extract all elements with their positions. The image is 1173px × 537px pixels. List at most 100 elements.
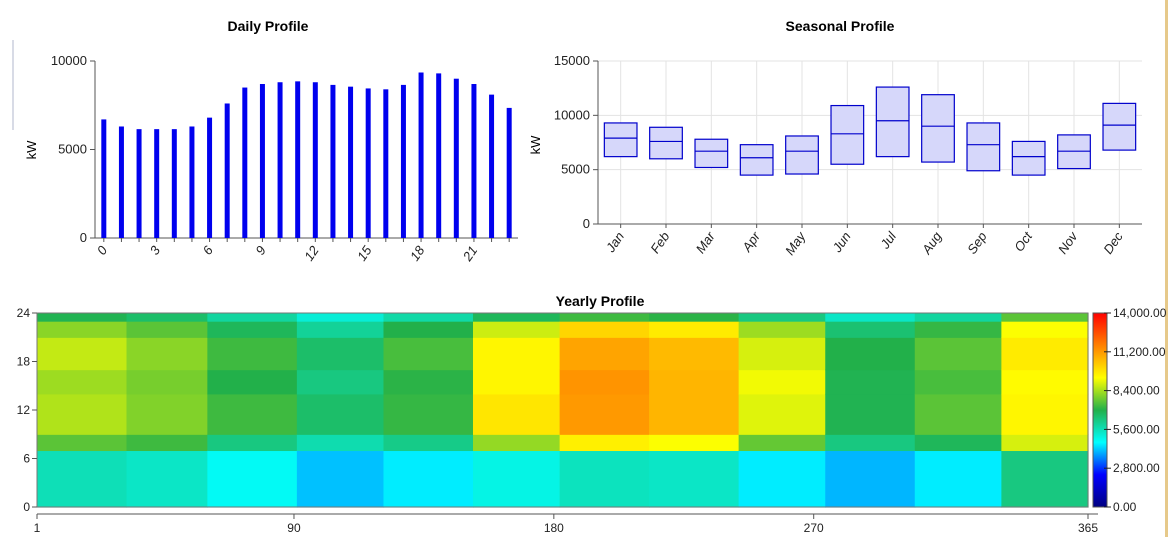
heatmap-cell — [126, 393, 208, 435]
daily-bar-hour-18 — [418, 72, 424, 238]
heatmap-cell — [207, 337, 298, 371]
heatmap-cell — [383, 313, 474, 322]
heatmap-cell — [472, 313, 561, 322]
daily-bar-hour-2 — [136, 129, 142, 238]
daily-x-tick-label: 15 — [354, 242, 375, 263]
heatmap-cell — [1001, 337, 1089, 371]
seasonal-box-jun — [830, 104, 865, 165]
seasonal-x-tick-label: Jul — [877, 228, 900, 252]
seasonal-title: Seasonal Profile — [786, 18, 895, 34]
heatmap-cell — [738, 393, 826, 435]
heatmap-cell — [914, 393, 1002, 435]
heatmap-cell — [472, 393, 561, 435]
heatmap-y-tick-label: 18 — [17, 355, 31, 369]
heatmap-cell — [37, 393, 128, 435]
seasonal-x-tick-label: May — [782, 228, 809, 258]
heatmap-cell — [825, 321, 916, 338]
heatmap-cell — [383, 369, 474, 395]
heatmap-cell — [559, 321, 650, 338]
heatmap-y-tick-label: 24 — [17, 306, 31, 320]
heatmap-cell — [649, 313, 740, 322]
heatmap-cell — [559, 434, 650, 452]
seasonal-y-tick-label: 15000 — [554, 53, 590, 68]
heatmap-cell — [559, 450, 650, 508]
seasonal-y-tick-label: 0 — [583, 216, 590, 231]
heatmap-cell — [649, 321, 740, 338]
yearly-title: Yearly Profile — [556, 293, 645, 309]
colorbar-tick-label: 2,800.00 — [1113, 461, 1160, 475]
daily-x-tick-label: 0 — [94, 242, 111, 257]
heatmap-cell — [738, 369, 826, 395]
heatmap-cell — [738, 337, 826, 371]
heatmap-cell — [383, 434, 474, 452]
heatmap-cell — [207, 369, 298, 395]
heatmap-cell — [472, 369, 561, 395]
heatmap-cell — [37, 369, 128, 395]
heatmap-cell — [37, 337, 128, 371]
heatmap-cell — [738, 321, 826, 338]
seasonal-box-feb — [649, 126, 683, 160]
heatmap-cell — [296, 369, 385, 395]
daily-bar-hour-1 — [118, 126, 124, 238]
heatmap-cell — [296, 393, 385, 435]
daily-bar-hour-21 — [471, 84, 477, 238]
heatmap-cell — [738, 434, 826, 452]
daily-bar-hour-15 — [365, 88, 371, 238]
heatmap-x-tick-label: 1 — [34, 521, 41, 535]
heatmap-cell — [126, 321, 208, 338]
heatmap-cell — [37, 434, 128, 452]
heatmap-cell — [738, 313, 826, 322]
heatmap-cell — [383, 393, 474, 435]
daily-bar-hour-11 — [295, 81, 301, 238]
heatmap-cell — [472, 337, 561, 371]
daily-bar-hour-12 — [312, 82, 318, 239]
seasonal-box-mar — [694, 138, 729, 169]
daily-bar-hour-20 — [453, 78, 459, 238]
daily-bar-hour-16 — [383, 89, 389, 238]
heatmap-cell — [914, 450, 1002, 508]
daily-bar-hour-4 — [171, 129, 177, 238]
heatmap-cell — [296, 337, 385, 371]
colorbar-tick-label: 14,000.00 — [1113, 306, 1167, 320]
heatmap-cell — [825, 313, 916, 322]
heatmap-cell — [559, 369, 650, 395]
heatmap-cell — [126, 313, 208, 322]
heatmap-y-tick-label: 12 — [17, 403, 31, 417]
seasonal-x-tick-label: Feb — [647, 229, 672, 256]
heatmap-cell — [472, 450, 561, 508]
heatmap-cell — [825, 393, 916, 435]
heatmap-cell — [559, 337, 650, 371]
seasonal-ylabel: kW — [528, 135, 543, 155]
heatmap-y-tick-label: 0 — [23, 500, 30, 514]
daily-x-tick-label: 6 — [200, 242, 217, 257]
heatmap-cell — [383, 337, 474, 371]
heatmap-cell — [296, 321, 385, 338]
daily-bar-hour-10 — [277, 82, 283, 239]
colorbar-tick-label: 5,600.00 — [1113, 422, 1160, 436]
heatmap-cell — [126, 369, 208, 395]
heatmap-cell — [738, 450, 826, 508]
daily-y-tick-label: 10000 — [51, 53, 87, 68]
daily-x-tick-label: 18 — [407, 242, 428, 263]
yearly-colorbar: 0.00 2,800.00 5,600.00 8,400.00 11,200.00 14,… — [1092, 306, 1167, 514]
seasonal-box-oct — [1011, 140, 1046, 176]
seasonal-x-tick-label: Oct — [1011, 228, 1036, 254]
heatmap-cell — [825, 450, 916, 508]
seasonal-y-tick-label: 5000 — [561, 162, 590, 177]
daily-bar-hour-19 — [436, 73, 442, 238]
daily-bar-hour-0 — [101, 119, 107, 238]
heatmap-cell — [1001, 313, 1089, 322]
daily-y-tick-label: 0 — [80, 230, 87, 245]
heatmap-cell — [37, 313, 128, 322]
daily-x-tick-label: 9 — [252, 243, 268, 258]
daily-x-tick-label: 12 — [301, 242, 322, 263]
seasonal-x-tick-label: Aug — [918, 228, 945, 257]
heatmap-cell — [825, 369, 916, 395]
heatmap-cell — [825, 337, 916, 371]
daily-bar-hour-3 — [154, 129, 160, 238]
daily-plot-area: 0 5000 10000 0 3 6 9 12 15 18 21 — [51, 53, 518, 264]
daily-bar-hour-6 — [207, 117, 213, 238]
seasonal-box-apr — [739, 144, 774, 176]
heatmap-cell — [1001, 321, 1089, 338]
